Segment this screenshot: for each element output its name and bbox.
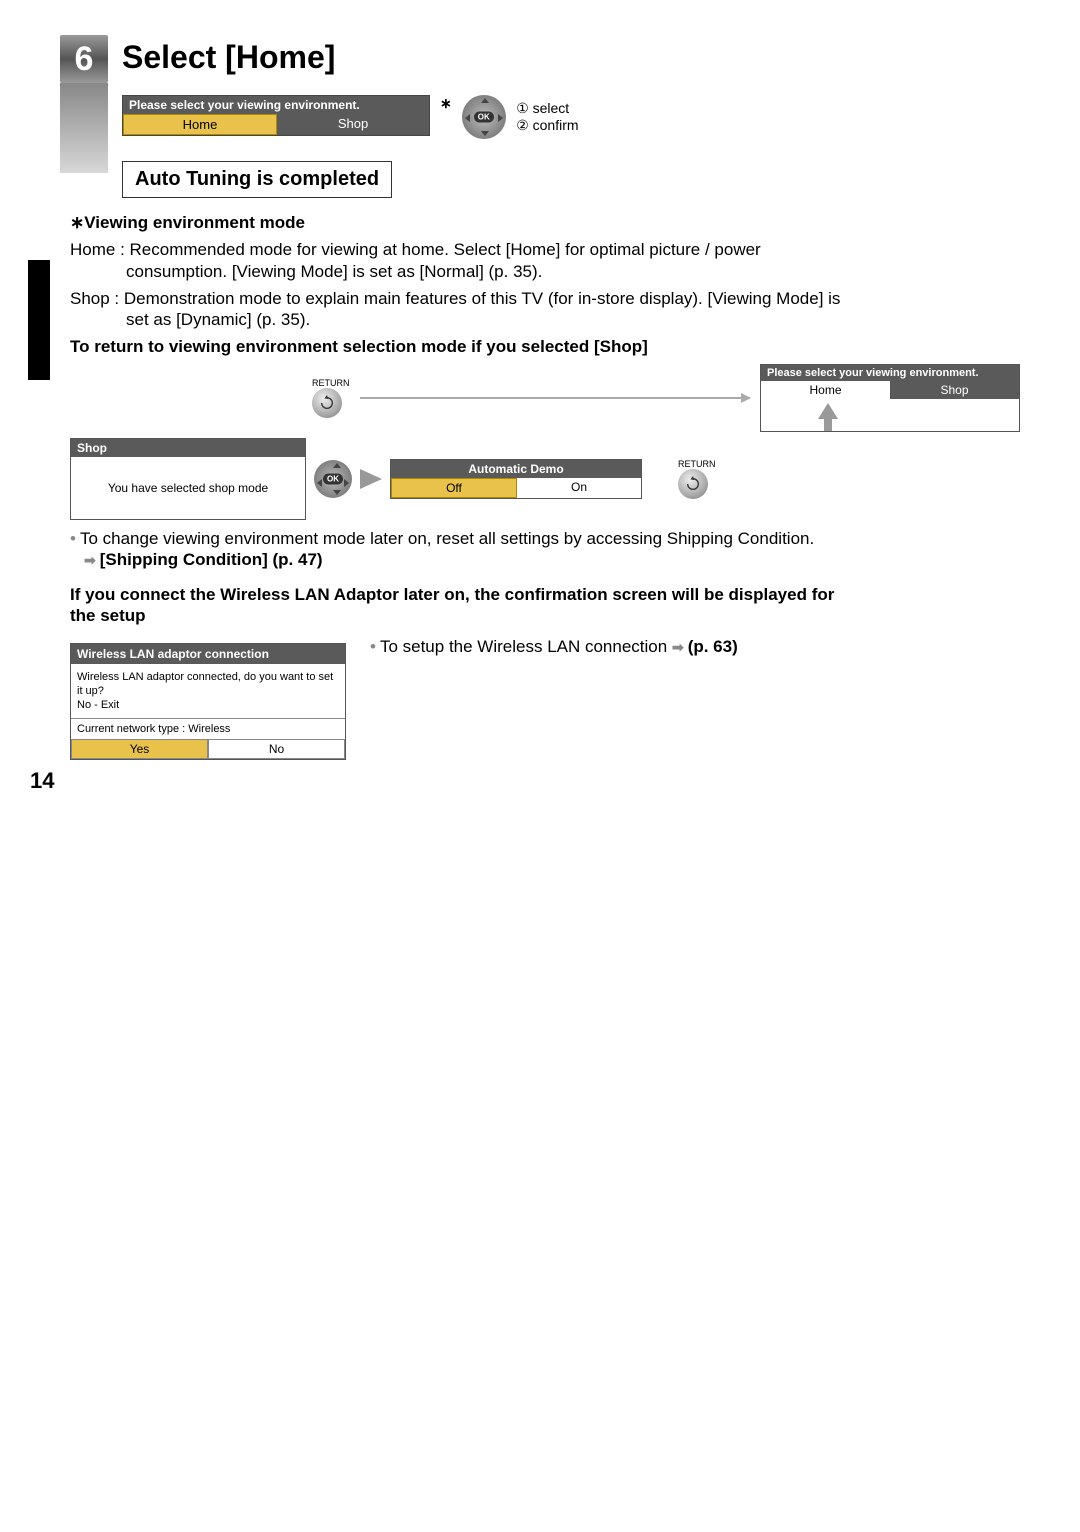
- auto-tuning-completed-box: Auto Tuning is completed: [122, 161, 392, 198]
- wlan-dialog: Wireless LAN adaptor connection Wireless…: [70, 643, 346, 761]
- viewing-env-heading: ∗Viewing environment mode: [70, 212, 1020, 233]
- step-title: Select [Home]: [122, 39, 335, 76]
- home-text-1: Recommended mode for viewing at home. Se…: [130, 240, 761, 259]
- page-number: 14: [30, 768, 54, 794]
- change-note: To change viewing environment mode later…: [70, 528, 1020, 571]
- return-button-group-2: RETURN: [678, 459, 716, 499]
- demo-header: Automatic Demo: [391, 460, 641, 478]
- home-text-2: consumption. [Viewing Mode] is set as [N…: [126, 261, 1020, 282]
- env-small-home[interactable]: Home: [761, 381, 890, 399]
- demo-option-on[interactable]: On: [517, 478, 641, 498]
- wlan-dialog-body: Wireless LAN adaptor connected, do you w…: [71, 664, 345, 719]
- shop-mode-dialog: Shop You have selected shop mode: [70, 438, 306, 520]
- return-button-icon-2: [678, 469, 708, 499]
- step-number-badge: 6: [60, 35, 108, 83]
- step-row: 6 Select [Home]: [60, 35, 1020, 83]
- wlan-heading-2: the setup: [70, 606, 146, 625]
- env-dialog-small: Please select your viewing environment. …: [760, 364, 1020, 432]
- return-heading: To return to viewing environment selecti…: [70, 336, 1020, 357]
- up-arrow-icon: [818, 403, 838, 419]
- wlan-heading: If you connect the Wireless LAN Adaptor …: [70, 584, 1020, 627]
- wlan-page-ref: (p. 63): [672, 637, 738, 656]
- nav-control-group: OK ① select ② confirm: [462, 95, 579, 139]
- demo-option-off[interactable]: Off: [391, 478, 517, 498]
- env-option-shop[interactable]: Shop: [277, 114, 429, 135]
- shop-dialog-header: Shop: [71, 439, 305, 457]
- env-row: Please select your viewing environment. …: [122, 95, 1020, 139]
- return-label-1: RETURN: [312, 378, 350, 388]
- nav-dpad-icon: OK: [462, 95, 506, 139]
- env-option-home[interactable]: Home: [123, 114, 277, 135]
- ok-button-icon: OK: [474, 112, 494, 123]
- wlan-body-1: Wireless LAN adaptor connected, do you w…: [77, 670, 339, 699]
- side-tab-label: Auto Tuning: [30, 283, 47, 370]
- wlan-network-type: Current network type : Wireless: [71, 718, 345, 739]
- wlan-body-2: No - Exit: [77, 698, 339, 712]
- env-small-header: Please select your viewing environment.: [761, 365, 1019, 381]
- automatic-demo-dialog: Automatic Demo Off On: [390, 459, 642, 499]
- viewing-env-section: ∗Viewing environment mode Home : Recomme…: [70, 212, 1020, 358]
- env-dialog-header: Please select your viewing environment.: [123, 96, 429, 114]
- change-line: To change viewing environment mode later…: [70, 528, 1020, 549]
- wlan-flow: Wireless LAN adaptor connection Wireless…: [60, 637, 1020, 761]
- shop-label: Shop :: [70, 289, 119, 308]
- shop-text-1: Demonstration mode to explain main featu…: [124, 289, 841, 308]
- shop-text-2: set as [Dynamic] (p. 35).: [126, 309, 1020, 330]
- env-small-shop[interactable]: Shop: [890, 381, 1019, 399]
- home-label: Home :: [70, 240, 125, 259]
- flow-arrow-1: [360, 469, 382, 489]
- wlan-dialog-header: Wireless LAN adaptor connection: [71, 644, 345, 664]
- wlan-yes-button[interactable]: Yes: [71, 739, 208, 759]
- shop-dialog-body: You have selected shop mode: [71, 457, 305, 519]
- wlan-no-button[interactable]: No: [208, 739, 345, 759]
- nav-label-confirm: ② confirm: [516, 117, 578, 134]
- wlan-setup-text: To setup the Wireless LAN connection: [370, 637, 667, 656]
- flow-arrow-top: [360, 397, 751, 399]
- wlan-setup-line: To setup the Wireless LAN connection (p.…: [370, 637, 738, 657]
- manual-page: Auto Tuning 6 Select [Home] Please selec…: [0, 0, 1080, 820]
- flow-row-bottom: Shop You have selected shop mode OK Auto…: [70, 438, 1020, 520]
- nav-dpad-icon-small: OK: [314, 460, 352, 498]
- flow-row-top: RETURN Please select your viewing enviro…: [70, 364, 1020, 432]
- nav-label-select: ① select: [516, 100, 578, 117]
- return-button-group-1: RETURN: [312, 378, 350, 418]
- nav-labels: ① select ② confirm: [516, 100, 578, 134]
- shipping-ref: [Shipping Condition] (p. 47): [84, 549, 1020, 570]
- asterisk-marker: ∗: [440, 95, 452, 112]
- return-label-2: RETURN: [678, 459, 716, 469]
- ok-button-icon-small: OK: [323, 473, 343, 484]
- return-button-icon: [312, 388, 342, 418]
- step-badge-trail: [60, 83, 108, 173]
- viewing-environment-dialog: Please select your viewing environment. …: [122, 95, 430, 136]
- wlan-heading-1: If you connect the Wireless LAN Adaptor …: [70, 585, 834, 604]
